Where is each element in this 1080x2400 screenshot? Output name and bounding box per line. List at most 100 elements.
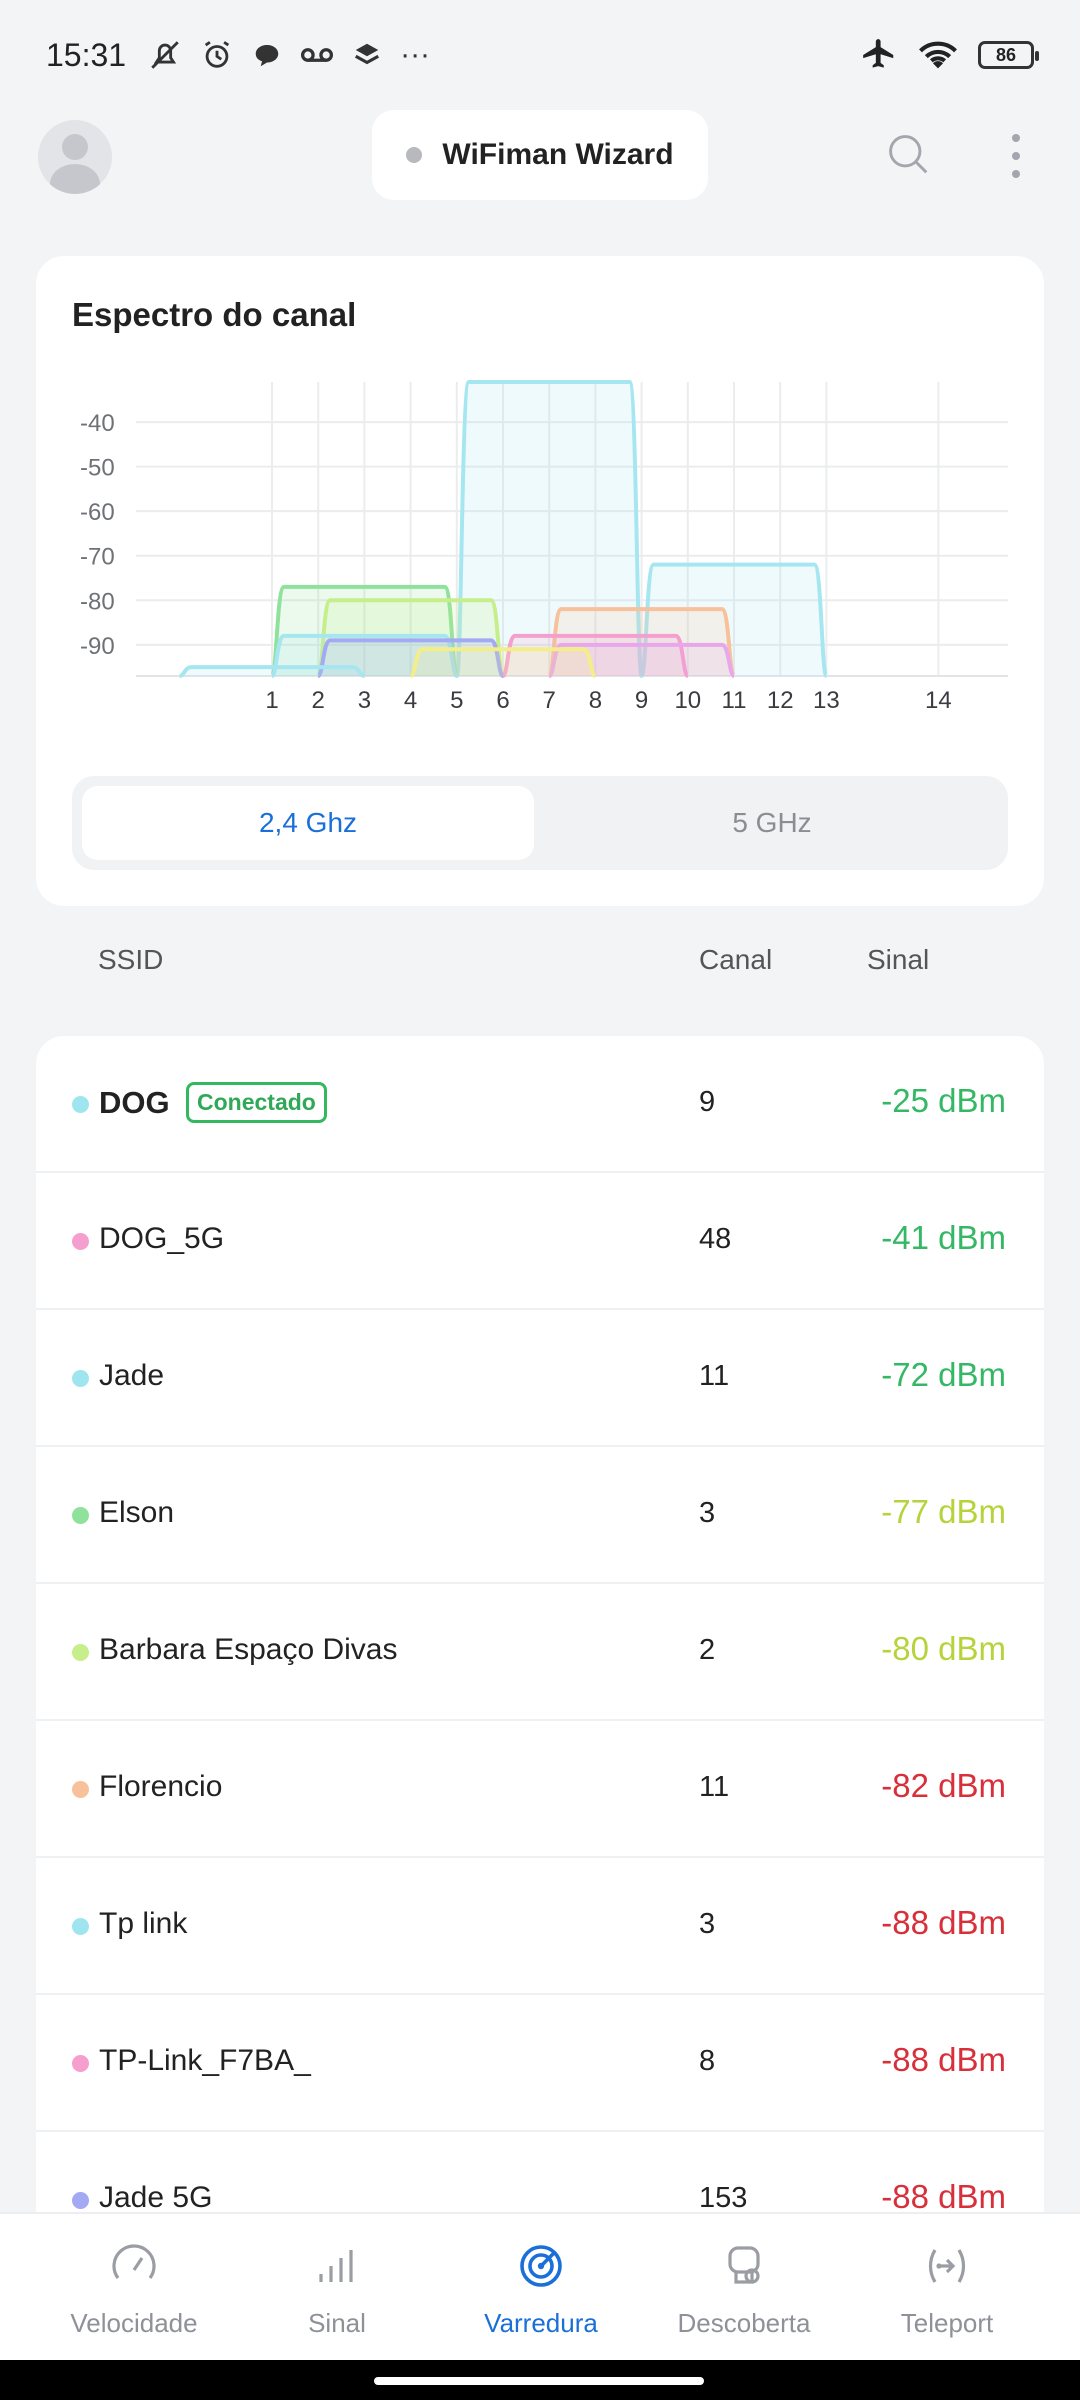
network-ssid: Jade 5G xyxy=(99,2181,213,2214)
spectrum-card: Espectro do canal -40 -50 -60 -70 -80 -90 1 2 3 4… xyxy=(36,256,1044,906)
discovery-icon xyxy=(728,2246,760,2284)
x-tick-label: 14 xyxy=(925,687,952,714)
network-signal: -72 dBm xyxy=(881,1356,1006,1393)
network-color-dot xyxy=(72,2055,89,2072)
y-tick-label: -80 xyxy=(80,588,115,615)
x-tick-label: 10 xyxy=(674,687,701,714)
network-row[interactable]: Tp link 3 -88 dBm xyxy=(36,1858,1044,1995)
network-row[interactable]: DOG Conectado 9 -25 dBm xyxy=(36,1036,1044,1173)
nav-sinal[interactable]: Sinal xyxy=(237,2214,437,2362)
network-row[interactable]: Jade 11 -72 dBm xyxy=(36,1310,1044,1447)
network-ssid: DOG_5G xyxy=(99,1222,225,1255)
y-tick-label: -70 xyxy=(80,544,115,571)
spectrum-lobe-outline xyxy=(409,647,597,678)
battery-level: 86 xyxy=(995,44,1017,65)
network-row[interactable]: Barbara Espaço Divas 2 -80 dBm xyxy=(36,1584,1044,1721)
teleport-icon xyxy=(928,2249,966,2283)
wifi-icon xyxy=(919,41,957,69)
spectrum-lobe-outline xyxy=(454,380,644,678)
status-bar: 15:31 ··· 86 xyxy=(0,0,1080,110)
network-channel: 48 xyxy=(699,1223,732,1255)
nav-teleport[interactable]: Teleport xyxy=(847,2214,1047,2362)
column-ssid[interactable]: SSID xyxy=(98,944,164,975)
y-tick-label: -40 xyxy=(80,410,115,437)
more-dots-icon: ··· xyxy=(400,38,431,71)
x-tick-label: 9 xyxy=(635,687,648,714)
spectrum-lobe-outline xyxy=(179,665,365,678)
card-title: Espectro do canal xyxy=(72,296,357,333)
network-channel: 9 xyxy=(699,1086,716,1118)
x-tick-label: 3 xyxy=(358,687,371,714)
network-ssid: Jade xyxy=(99,1359,165,1392)
avatar[interactable] xyxy=(38,120,112,194)
network-row[interactable]: Florencio 11 -82 dBm xyxy=(36,1721,1044,1858)
x-tick-label: 5 xyxy=(450,687,463,714)
battery-icon: 86 xyxy=(978,41,1039,69)
network-channel: 3 xyxy=(699,1497,716,1529)
more-vertical-icon[interactable] xyxy=(1006,132,1026,180)
voicemail-icon xyxy=(301,48,334,62)
spectrum-lobe-outline xyxy=(501,633,690,678)
network-color-dot xyxy=(72,1644,89,1661)
nav-descoberta[interactable]: Descoberta xyxy=(644,2214,844,2362)
home-indicator[interactable] xyxy=(374,2377,704,2385)
bottom-nav: Velocidade Sinal Varredura Descoberta Telepo… xyxy=(0,2212,1080,2360)
network-color-dot xyxy=(72,1781,89,1798)
nav-label: Descoberta xyxy=(677,2308,811,2338)
status-time: 15:31 xyxy=(46,36,127,73)
connected-badge: Conectado xyxy=(186,1082,327,1123)
x-tick-label: 7 xyxy=(543,687,556,714)
y-tick-label: -60 xyxy=(80,499,115,526)
network-color-dot xyxy=(72,1507,89,1524)
band-5ghz-tab[interactable]: 5 GHz xyxy=(732,807,812,838)
network-channel: 153 xyxy=(699,2182,748,2214)
band-toggle: 2,4 Ghz 5 GHz xyxy=(72,776,1008,870)
spectrum-lobe-fill xyxy=(456,382,642,676)
column-signal[interactable]: Sinal xyxy=(867,944,930,975)
nav-label: Sinal xyxy=(308,2308,366,2338)
network-row[interactable]: DOG_5G 48 -41 dBm xyxy=(36,1173,1044,1310)
x-tick-label: 8 xyxy=(589,687,602,714)
app-header: WiFiman Wizard xyxy=(0,110,1080,240)
spectrum-lobe-outline xyxy=(547,642,736,678)
band-2-4ghz-tab[interactable]: 2,4 Ghz xyxy=(82,786,534,860)
network-ssid: DOG xyxy=(99,1085,170,1120)
spectrum-lobe-fill xyxy=(641,564,827,676)
network-signal: -88 dBm xyxy=(881,1904,1006,1941)
spectrum-lobe-outline xyxy=(639,562,829,678)
alarm-icon xyxy=(204,41,230,68)
network-color-dot xyxy=(72,1233,89,1250)
search-icon[interactable] xyxy=(886,132,930,176)
y-tick-label: -50 xyxy=(80,455,115,482)
network-row[interactable]: TP-Link_F7BA_ 8 -88 dBm xyxy=(36,1995,1044,2132)
nav-velocidade[interactable]: Velocidade xyxy=(34,2214,234,2362)
table-header: SSID Canal Sinal xyxy=(0,930,1080,990)
network-ssid: Tp link xyxy=(99,1907,188,1940)
network-channel: 11 xyxy=(699,1360,730,1392)
network-ssid: Barbara Espaço Divas xyxy=(99,1633,398,1666)
column-channel[interactable]: Canal xyxy=(699,944,773,975)
network-signal: -25 dBm xyxy=(881,1082,1006,1119)
network-channel: 11 xyxy=(699,1771,730,1803)
network-color-dot xyxy=(72,2192,89,2209)
network-channel: 3 xyxy=(699,1908,716,1940)
nav-label: Varredura xyxy=(484,2308,598,2338)
bell-muted-icon xyxy=(151,41,179,69)
network-list: DOG Conectado 9 -25 dBm DOG_5G 48 -41 dBm Jade 1… xyxy=(36,1036,1044,2216)
network-row[interactable]: Jade 5G 153 -88 dBm xyxy=(36,2132,1044,2216)
chat-icon xyxy=(255,45,279,67)
system-navigation-bar xyxy=(0,2360,1080,2400)
wizard-button[interactable]: WiFiman Wizard xyxy=(372,110,708,200)
network-signal: -82 dBm xyxy=(881,1767,1006,1804)
network-signal: -77 dBm xyxy=(881,1493,1006,1530)
speedometer-icon xyxy=(112,2244,156,2279)
spectrum-lobe-fill xyxy=(272,586,457,676)
stack-icon xyxy=(355,43,380,65)
airplane-icon xyxy=(863,39,894,68)
avatar-head xyxy=(62,134,88,160)
network-signal: -88 dBm xyxy=(881,2178,1006,2215)
network-channel: 8 xyxy=(699,2045,716,2077)
nav-varredura[interactable]: Varredura xyxy=(441,2214,641,2362)
network-ssid: Florencio xyxy=(99,1770,223,1803)
network-row[interactable]: Elson 3 -77 dBm xyxy=(36,1447,1044,1584)
